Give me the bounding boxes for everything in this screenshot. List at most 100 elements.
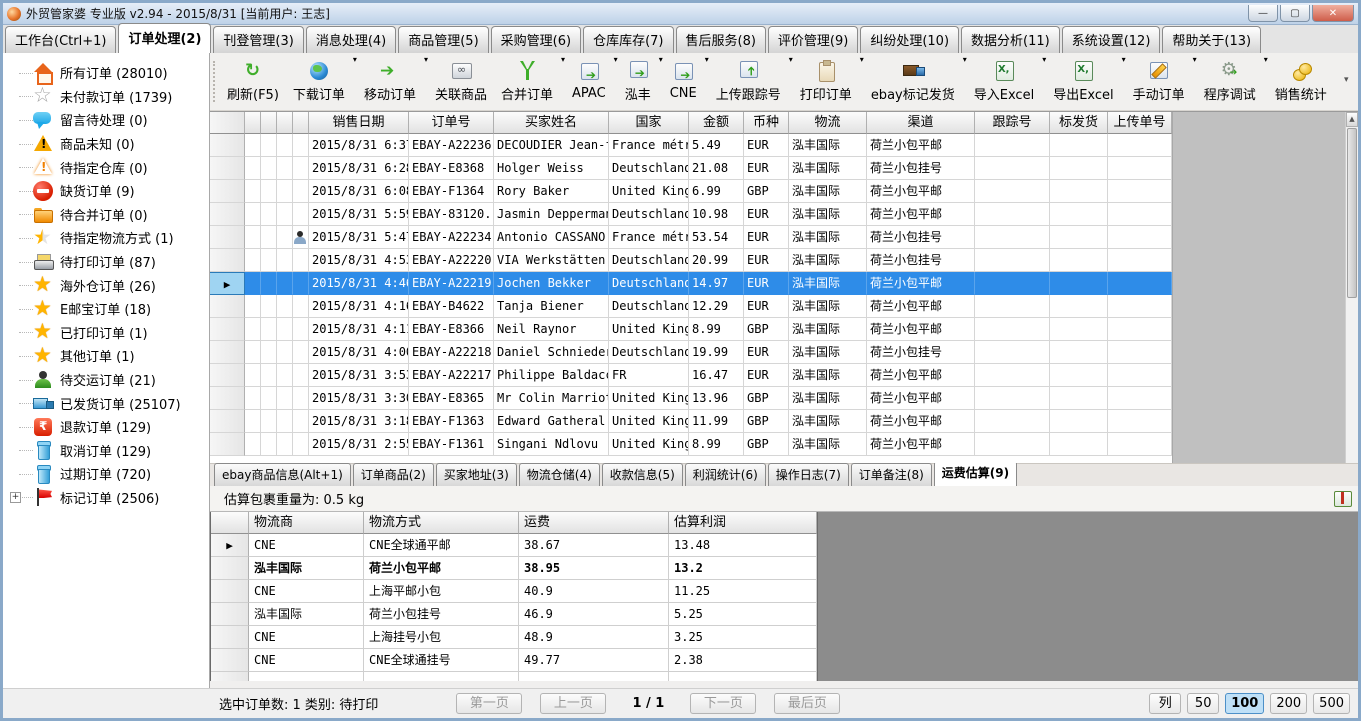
table-row[interactable]: 2015/8/31 3:30 EBAY-E8365 Mr Colin Marriot…: [210, 387, 1172, 410]
shipping-row[interactable]: CNE 上海平邮小包 40.9 11.25: [211, 580, 817, 603]
first-page-button[interactable]: 第一页: [456, 693, 523, 714]
detail-tab[interactable]: 操作日志(7): [767, 463, 849, 486]
table-row[interactable]: 2015/8/31 4:11 EBAY-E8366 Neil Raynor Unite…: [210, 318, 1172, 341]
sidebar-item[interactable]: 海外仓订单 (26): [9, 273, 209, 297]
dropdown-arrow-icon[interactable]: ▾: [1042, 55, 1047, 64]
row-selector[interactable]: [210, 203, 245, 226]
scroll-up-icon[interactable]: ▲: [1346, 112, 1358, 127]
dropdown-arrow-icon[interactable]: ▾: [561, 55, 566, 64]
expand-icon[interactable]: +: [10, 491, 21, 503]
dropdown-arrow-icon[interactable]: ▾: [423, 55, 428, 64]
header-cell[interactable]: 币种: [744, 112, 789, 134]
row-selector[interactable]: [210, 387, 245, 410]
menu-tab[interactable]: 系统设置(12): [1061, 26, 1161, 53]
page-size-button[interactable]: 200: [1270, 693, 1308, 714]
sidebar-item[interactable]: 退款订单 (129): [9, 415, 209, 439]
book-icon[interactable]: [1334, 490, 1352, 507]
row-selector[interactable]: [210, 433, 245, 456]
table-row[interactable]: 2015/8/31 6:08 EBAY-F1364 Rory Baker United…: [210, 180, 1172, 203]
sidebar-item[interactable]: 待指定仓库 (0): [9, 155, 209, 179]
row-selector[interactable]: [210, 249, 245, 272]
header-cell[interactable]: 物流商: [249, 512, 364, 534]
header-cell[interactable]: 销售日期: [309, 112, 409, 134]
row-selector[interactable]: [210, 410, 245, 433]
header-cell[interactable]: 标发货: [1050, 112, 1108, 134]
sidebar-item[interactable]: 待交运订单 (21): [9, 368, 209, 392]
shipping-row[interactable]: ▶ CNE CNE全球通平邮 38.67 13.48: [211, 534, 817, 557]
row-selector[interactable]: [210, 341, 245, 364]
toolbar-button[interactable]: 导入Excel: [967, 57, 1041, 106]
prev-page-button[interactable]: 上一页: [540, 693, 607, 714]
sidebar-item[interactable]: 缺货订单 (9): [9, 179, 209, 203]
toolbar-button[interactable]: 刷新(F5): [220, 57, 286, 106]
sidebar-item[interactable]: 商品未知 (0): [9, 132, 209, 156]
row-selector[interactable]: [210, 295, 245, 318]
row-selector[interactable]: [210, 226, 245, 249]
menu-tab[interactable]: 数据分析(11): [961, 26, 1060, 53]
sidebar-item[interactable]: 待指定物流方式 (1): [9, 226, 209, 250]
menu-tab[interactable]: 售后服务(8): [675, 26, 766, 53]
menu-tab[interactable]: 纠纷处理(10): [860, 26, 960, 53]
detail-tab[interactable]: 买家地址(3): [435, 463, 517, 486]
dropdown-arrow-icon[interactable]: ▾: [859, 55, 864, 64]
header-cell[interactable]: 物流: [789, 112, 867, 134]
header-cell[interactable]: 上传单号: [1108, 112, 1172, 134]
table-row[interactable]: 2015/8/31 4:00 EBAY-A22218 Daniel Schniede…: [210, 341, 1172, 364]
detail-tab[interactable]: ebay商品信息(Alt+1): [214, 463, 351, 486]
detail-tab[interactable]: 订单备注(8): [850, 463, 932, 486]
menu-tab[interactable]: 采购管理(6): [490, 26, 582, 53]
toolbar-button[interactable]: APAC: [565, 59, 613, 104]
toolbar-button[interactable]: 上传跟踪号: [709, 57, 788, 106]
row-selector[interactable]: [211, 603, 249, 626]
row-selector[interactable]: [210, 364, 245, 387]
table-row[interactable]: 2015/8/31 4:53 EBAY-A22220 VIA Werkstätten…: [210, 249, 1172, 272]
detail-tab[interactable]: 物流仓储(4): [518, 463, 600, 486]
sidebar-item[interactable]: 过期订单 (720): [9, 462, 209, 486]
row-selector[interactable]: [210, 157, 245, 180]
shipping-row[interactable]: CNE CNE全球通挂号 49.77 2.38: [211, 649, 817, 672]
menu-tab[interactable]: 帮助关于(13): [1162, 26, 1262, 53]
row-selector[interactable]: [211, 672, 249, 681]
row-selector[interactable]: [211, 580, 249, 603]
menu-tab[interactable]: 商品管理(5): [398, 26, 489, 53]
table-row[interactable]: ▶ 2015/8/31 4:46 EBAY-A22219 Jochen Bekker D…: [210, 272, 1172, 295]
minimize-icon[interactable]: —: [1248, 5, 1278, 22]
next-page-button[interactable]: 下一页: [690, 693, 757, 714]
menu-tab[interactable]: 评价管理(9): [767, 26, 859, 53]
sidebar-item[interactable]: 其他订单 (1): [9, 344, 209, 368]
table-row[interactable]: 2015/8/31 3:18 EBAY-F1363 Edward Gatheral U…: [210, 410, 1172, 433]
vertical-scrollbar[interactable]: ▲: [1345, 112, 1358, 463]
row-selector[interactable]: [211, 649, 249, 672]
row-selector[interactable]: ▶: [211, 534, 249, 557]
row-selector[interactable]: [210, 134, 245, 157]
sidebar-item[interactable]: 所有订单 (28010): [9, 61, 209, 85]
toolbar-button[interactable]: 泓丰: [618, 57, 658, 106]
menu-tab[interactable]: 工作台(Ctrl+1): [5, 26, 117, 53]
table-row[interactable]: 2015/8/31 6:28 EBAY-E8368 Holger Weiss Deut…: [210, 157, 1172, 180]
row-selector[interactable]: [210, 180, 245, 203]
menu-tab[interactable]: 订单处理(2): [118, 23, 212, 53]
dropdown-arrow-icon[interactable]: ▾: [658, 55, 663, 64]
row-selector[interactable]: [211, 626, 249, 649]
sidebar-item[interactable]: 留言待处理 (0): [9, 108, 209, 132]
toolbar-button[interactable]: CNE: [663, 59, 704, 104]
header-cell[interactable]: 金额: [689, 112, 744, 134]
page-size-button[interactable]: 列: [1149, 693, 1182, 714]
sidebar-item[interactable]: + 标记订单 (2506): [9, 486, 209, 510]
close-icon[interactable]: ✕: [1312, 5, 1354, 22]
sidebar-item[interactable]: 取消订单 (129): [9, 439, 209, 463]
dropdown-arrow-icon[interactable]: ▾: [1192, 55, 1197, 64]
header-cell[interactable]: 跟踪号: [975, 112, 1050, 134]
detail-tab[interactable]: 运费估算(9): [933, 461, 1018, 486]
dropdown-arrow-icon[interactable]: ▾: [613, 55, 618, 64]
dropdown-arrow-icon[interactable]: ▾: [788, 55, 793, 64]
detail-tab[interactable]: 收款信息(5): [601, 463, 683, 486]
header-cell[interactable]: 买家姓名: [494, 112, 609, 134]
menu-tab[interactable]: 仓库库存(7): [583, 26, 674, 53]
dropdown-arrow-icon[interactable]: ▾: [1263, 55, 1268, 64]
toolbar-button[interactable]: 关联商品: [428, 57, 494, 106]
sidebar-item[interactable]: 待打印订单 (87): [9, 250, 209, 274]
toolbar-button[interactable]: 移动订单: [357, 57, 423, 106]
header-cell[interactable]: 物流方式: [364, 512, 519, 534]
toolbar-button[interactable]: 下载订单: [286, 57, 352, 106]
